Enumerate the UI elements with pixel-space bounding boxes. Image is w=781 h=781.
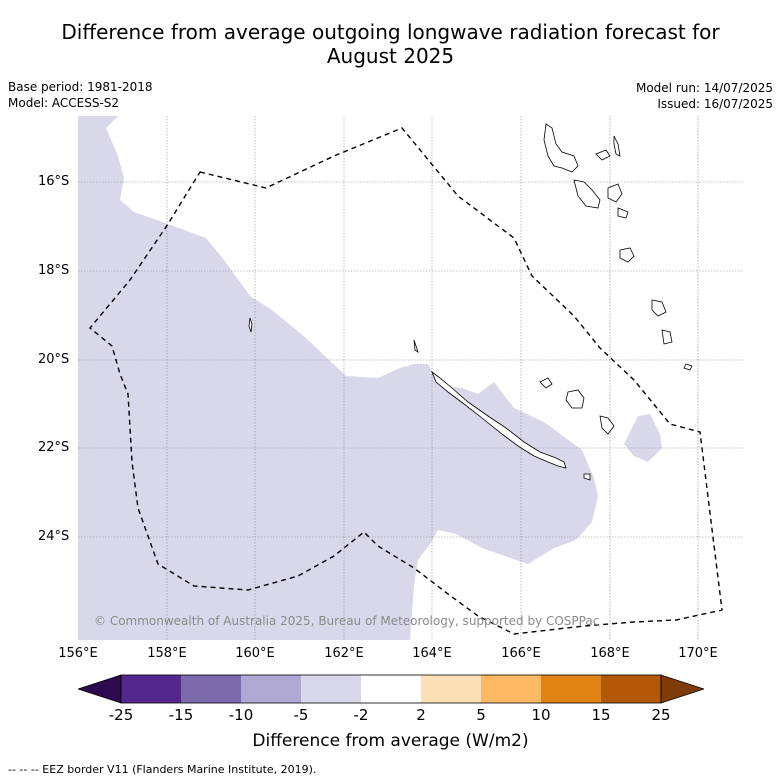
loyalty-island-3 (599, 415, 615, 435)
map-svg (78, 116, 743, 640)
vanuatu-maewo (613, 135, 621, 157)
title-line-2: August 2025 (326, 44, 455, 68)
lat-label-16s: 16°S (38, 174, 70, 189)
model-name: Model: ACCESS-S2 (8, 96, 120, 110)
eez-border (89, 127, 723, 635)
colorbar-segments (78, 674, 704, 704)
lon-label-162e: 162°E (324, 646, 364, 661)
colorbar-title: Difference from average (W/m2) (252, 731, 529, 751)
lon-label-160e: 160°E (235, 646, 275, 661)
map-area (78, 116, 743, 640)
colorbar-extend-low (78, 674, 122, 704)
vanuatu-epi (617, 207, 629, 219)
map-title: Difference from average outgoing longwav… (0, 20, 781, 68)
vanuatu-efate (619, 247, 635, 263)
lon-label-156e: 156°E (58, 646, 98, 661)
cb-label-3: -5 (293, 706, 309, 724)
cb-label-0: -25 (108, 706, 134, 724)
meta-right: Model run: 14/07/2025 Issued: 16/07/2025 (636, 80, 773, 112)
colorbar-segment (421, 675, 481, 703)
vanuatu-ambae (595, 149, 611, 161)
colorbar-extend-high (660, 674, 704, 704)
model-run: Model run: 14/07/2025 (635, 81, 773, 95)
colorbar-outline (120, 674, 662, 704)
lon-label-170e: 170°E (678, 646, 718, 661)
vanuatu-erromango (651, 299, 667, 317)
meta-left: Base period: 1981-2018 Model: ACCESS-S2 (8, 79, 153, 111)
loyalty-island-1 (539, 377, 553, 389)
cb-label-9: 25 (651, 706, 671, 724)
cb-label-7: 10 (531, 706, 551, 724)
cb-label-4: -2 (353, 706, 369, 724)
colorbar-segment (121, 675, 181, 703)
lon-label-164e: 164°E (412, 646, 452, 661)
lat-label-24s: 24°S (38, 529, 70, 544)
loyalty-island-2 (565, 389, 585, 409)
lon-label-166e: 166°E (501, 646, 541, 661)
lon-label-168e: 168°E (590, 646, 630, 661)
new-caledonia-island (431, 370, 567, 469)
vanuatu-malakula (573, 179, 601, 209)
lat-label-22s: 22°S (38, 440, 70, 455)
colorbar-segment (541, 675, 601, 703)
vanuatu-espiritu-santo (543, 123, 579, 173)
lon-label-158e: 158°E (147, 646, 187, 661)
title-line-1: Difference from average outgoing longwav… (61, 20, 720, 44)
base-period: Base period: 1981-2018 (8, 80, 153, 94)
issued-date: Issued: 16/07/2025 (657, 97, 773, 111)
chesterfield-islet (248, 317, 253, 333)
cb-label-2: -10 (228, 706, 254, 724)
anomaly-region-small (624, 414, 662, 462)
colorbar-segment (361, 675, 421, 703)
cb-label-8: 15 (591, 706, 611, 724)
eez-footnote: -- -- -- EEZ border V11 (Flanders Marine… (8, 763, 317, 776)
colorbar-segment (301, 675, 361, 703)
cb-label-5: 2 (416, 706, 426, 724)
gridlines (78, 116, 743, 640)
cb-label-1: -15 (168, 706, 194, 724)
colorbar-segment (181, 675, 241, 703)
lat-label-20s: 20°S (38, 352, 70, 367)
vanuatu-aneityum (683, 363, 693, 371)
belep-islands (413, 339, 419, 353)
vanuatu-tanna (661, 329, 673, 345)
lat-label-18s: 18°S (38, 263, 70, 278)
vanuatu-pentecost (607, 183, 623, 203)
colorbar-segment (241, 675, 301, 703)
coastlines (248, 123, 693, 481)
isle-of-pines (583, 473, 591, 481)
colorbar (78, 674, 704, 704)
colorbar-segment (481, 675, 541, 703)
anomaly-region (78, 116, 598, 640)
cb-label-6: 5 (476, 706, 486, 724)
copyright-notice: © Commonwealth of Australia 2025, Bureau… (94, 614, 600, 628)
colorbar-segment (601, 675, 661, 703)
